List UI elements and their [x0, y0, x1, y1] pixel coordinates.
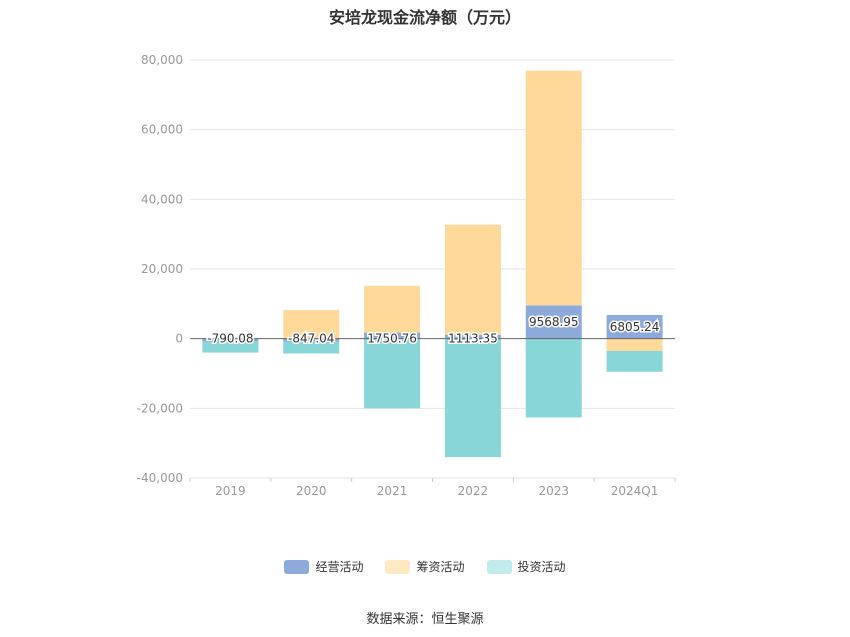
legend-label-investing: 投资活动: [517, 560, 566, 574]
bar-financing-2021: [364, 285, 421, 333]
bar-financing-2024Q1: [606, 338, 663, 351]
y-tick-label: 40,000: [141, 192, 183, 206]
bar-financing-2020: [283, 310, 340, 339]
legend-swatch-financing: [385, 559, 411, 574]
legend-item-financing[interactable]: 筹资活动: [385, 558, 465, 575]
bar-operating-2022: [444, 334, 501, 339]
x-tick-label: 2019: [215, 484, 246, 498]
legend-item-investing[interactable]: 投资活动: [486, 558, 566, 575]
legend-label-operating: 经营活动: [315, 560, 364, 574]
bar-investing-2022: [444, 338, 501, 458]
grid-lines: [190, 59, 675, 479]
legend-label-financing: 筹资活动: [416, 560, 465, 574]
data-source: 数据来源：恒生聚源: [366, 612, 484, 627]
x-tick-label: 2024Q1: [611, 484, 659, 498]
x-tick-label: 2020: [296, 484, 327, 498]
bar-financing-2023: [525, 70, 582, 306]
bar-operating-2021: [364, 332, 421, 339]
bar-operating-2024Q1: [606, 314, 663, 339]
bar-financing-2022: [444, 224, 501, 335]
y-tick-label: 20,000: [141, 262, 183, 276]
y-tick-label: 60,000: [141, 123, 183, 137]
bar-investing-2019: [202, 341, 259, 353]
y-tick-label: -20,000: [137, 401, 183, 415]
bar-investing-2024Q1: [606, 350, 663, 372]
data-labels: -790.08 -847.04 1750.76 1113.35 9568.95 6805.…: [206, 314, 661, 348]
legend-item-operating[interactable]: 经营活动: [284, 558, 363, 575]
data-label-operating: 6805.24: [610, 320, 660, 334]
x-tick-label: 2022: [458, 484, 489, 498]
x-tick-label: 2021: [377, 484, 408, 498]
bar-operating-2019: [202, 338, 259, 342]
data-label-operating: -847.04: [288, 332, 334, 346]
y-axis-ticks: 80,000 60,000 40,000 20,000 0 -20,000 -40,000: [137, 53, 183, 485]
bars: [202, 70, 663, 458]
x-tick-label: 2023: [538, 484, 569, 498]
y-tick-label: 80,000: [141, 53, 183, 67]
y-tick-label: -40,000: [137, 471, 183, 485]
bar-operating-2020: [283, 338, 340, 342]
bar-investing-2021: [364, 338, 421, 409]
chart-title: 安培龙现金流净额（万元）: [328, 8, 521, 27]
data-label-operating: 1750.76: [367, 332, 417, 346]
legend-swatch-operating: [284, 559, 310, 574]
data-label-operating: 9568.95: [529, 315, 579, 329]
legend-swatch-investing: [486, 559, 512, 574]
x-axis-ticks: 2019 2020 2021 2022 2023 2024Q1: [189, 478, 676, 498]
data-label-operating: -790.08: [207, 332, 253, 346]
data-label-operating: 1113.35: [448, 332, 498, 346]
y-tick-label: 0: [175, 332, 183, 346]
bar-operating-2023: [525, 305, 582, 339]
bar-investing-2023: [525, 338, 582, 418]
legend: 经营活动 筹资活动 投资活动: [0, 558, 850, 575]
bar-investing-2020: [283, 341, 340, 354]
